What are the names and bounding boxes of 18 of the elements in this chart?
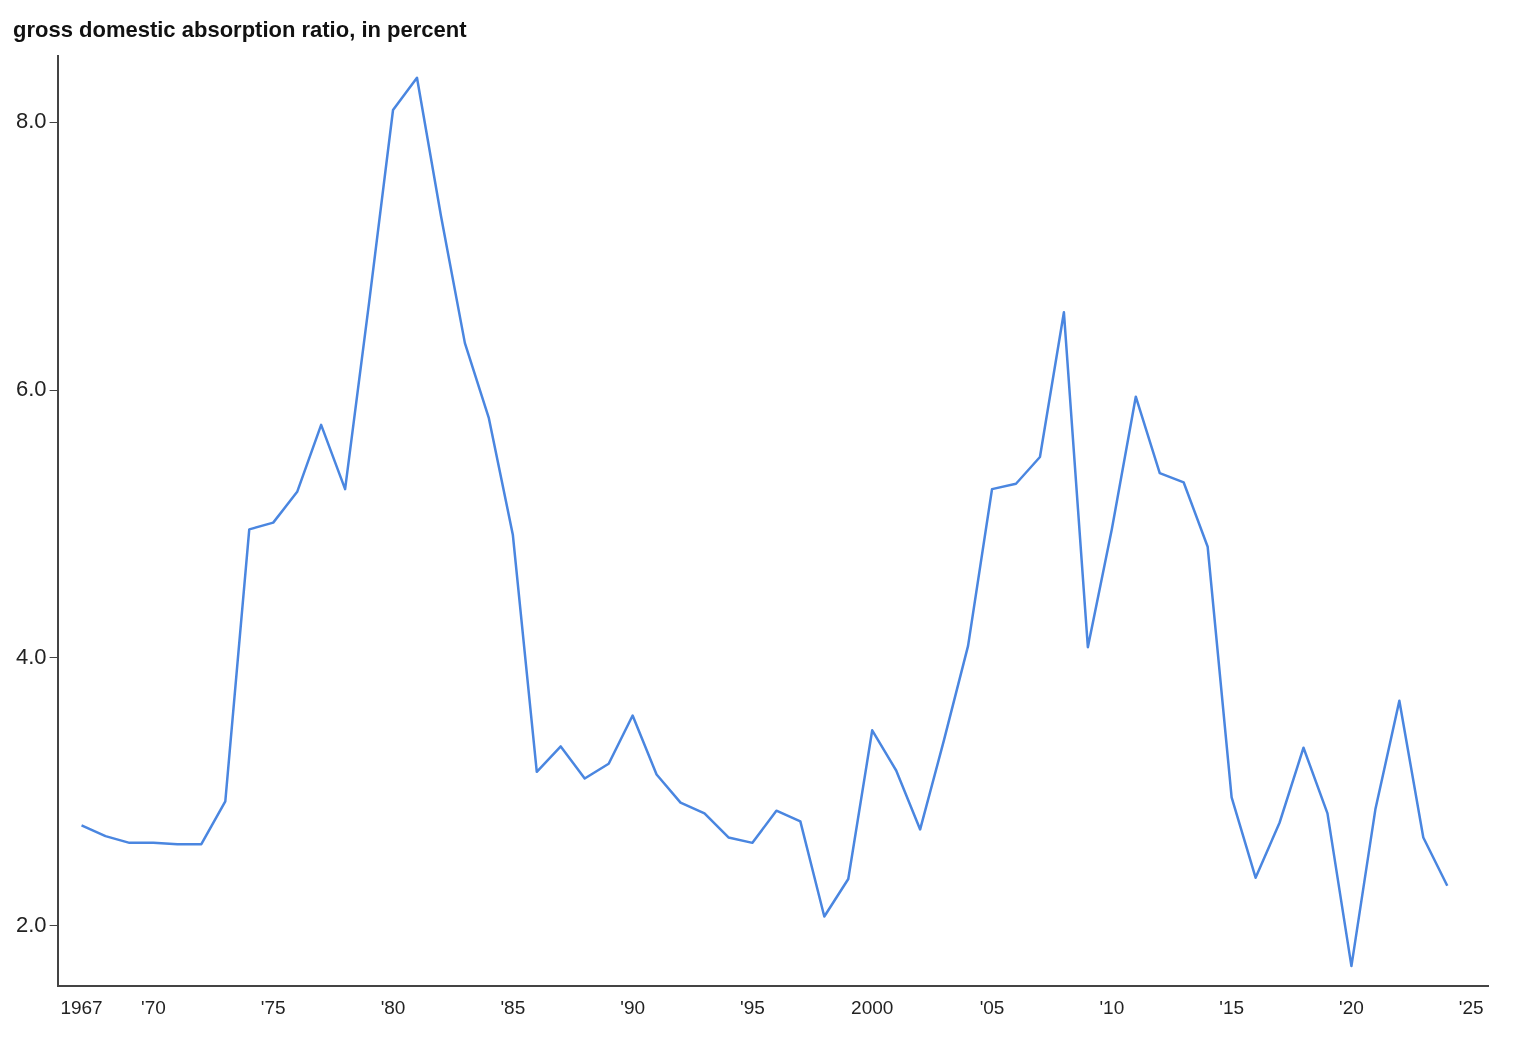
x-tick-label: '85 (500, 996, 526, 1018)
x-tick-label: '75 (260, 996, 286, 1018)
x-tick-label: 1967 (60, 996, 103, 1018)
x-tick-label: '25 (1458, 996, 1484, 1018)
x-tick-label: '05 (979, 996, 1005, 1018)
y-tick-label: 6.0 (15, 376, 47, 402)
y-axis-title: gross domestic absorption ratio, in percent (13, 17, 468, 43)
x-tick-label: '20 (1339, 996, 1364, 1018)
x-tick-label: '95 (740, 996, 765, 1018)
x-tick-label: 2000 (851, 996, 894, 1018)
x-tick-label: '80 (380, 996, 406, 1018)
x-tick-label: '90 (620, 996, 646, 1018)
y-tick-label: 4.0 (15, 644, 47, 670)
x-tick-label: '15 (1219, 996, 1245, 1018)
x-tick-label: '10 (1099, 996, 1125, 1018)
y-tick-label: 8.0 (15, 108, 47, 134)
x-tick-label: '70 (141, 996, 166, 1018)
y-tick-label: 2.0 (15, 911, 47, 937)
